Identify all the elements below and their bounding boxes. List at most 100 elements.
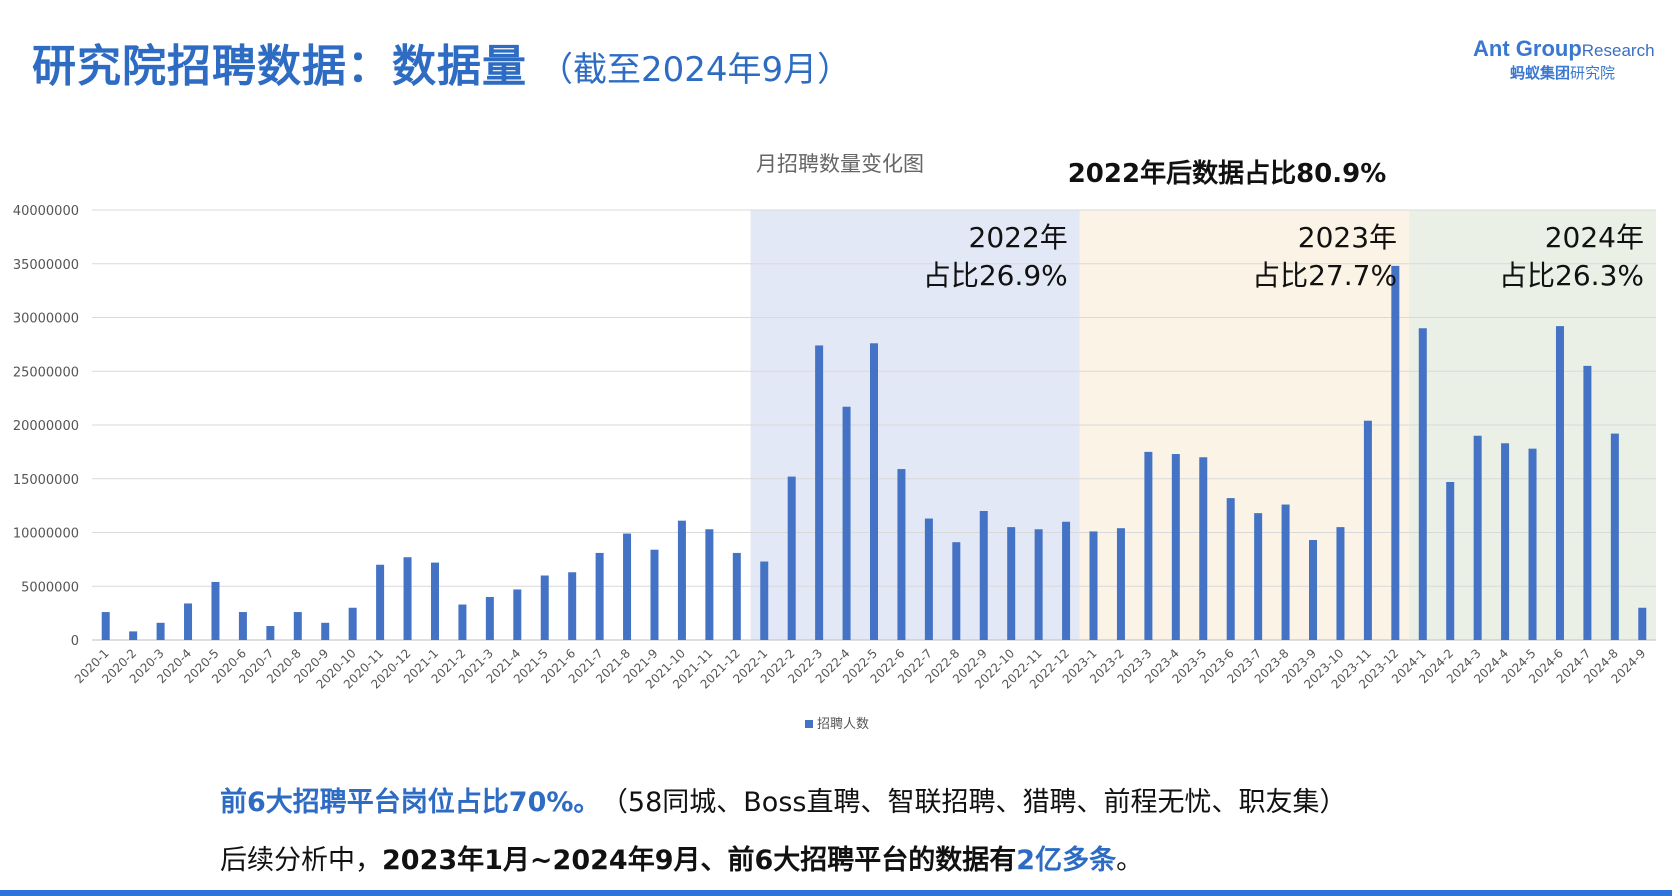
bar-2023-8 xyxy=(1281,504,1290,640)
y-tick-label: 40000000 xyxy=(13,204,79,219)
logo-cn-rest: 研究院 xyxy=(1570,64,1616,82)
bar-2022-10 xyxy=(1007,527,1016,640)
share-annotation: 2022年后数据占比80.9% xyxy=(1068,158,1387,189)
bar-2021-12 xyxy=(732,552,741,640)
y-tick-label: 35000000 xyxy=(13,258,79,273)
bar-2021-7 xyxy=(595,552,604,640)
x-axis: 2020-12020-22020-32020-42020-52020-62020… xyxy=(72,646,1649,691)
bar-2020-1 xyxy=(101,612,110,640)
bar-2023-6 xyxy=(1226,498,1235,640)
footer-highlight-2: 2亿多条 xyxy=(1016,845,1117,876)
legend-swatch xyxy=(805,720,813,728)
legend: 招聘人数 xyxy=(805,717,869,732)
footer-platforms: （58同城、Boss直聘、智联招聘、猎聘、前程无忧、职友集） xyxy=(614,787,1347,818)
bar-2020-10 xyxy=(348,607,357,640)
bar-2020-4 xyxy=(184,603,193,640)
bar-2023-12 xyxy=(1391,265,1400,640)
bar-2021-11 xyxy=(705,529,714,640)
bar-2023-4 xyxy=(1171,454,1180,640)
bar-2021-1 xyxy=(430,562,439,640)
bar-2020-8 xyxy=(293,612,302,640)
footer-line-2: 后续分析中，2023年1月~2024年9月、前6大招聘平台的数据有2亿多条。 xyxy=(220,838,1143,877)
y-tick-label: 25000000 xyxy=(13,365,79,380)
bar-2022-1 xyxy=(760,561,769,640)
bar-2022-4 xyxy=(842,406,851,640)
bar-2020-9 xyxy=(321,622,330,640)
bar-2021-5 xyxy=(540,575,549,640)
band-share-label: 占比27.7% xyxy=(1252,259,1397,292)
bars xyxy=(101,265,1647,640)
y-tick-label: 10000000 xyxy=(13,527,79,542)
bar-2020-2 xyxy=(129,631,138,640)
bar-2021-9 xyxy=(650,549,659,640)
bar-2021-10 xyxy=(677,520,686,640)
footer-end: 。 xyxy=(1116,845,1144,876)
bar-2022-2 xyxy=(787,476,796,640)
bar-2023-2 xyxy=(1116,528,1125,640)
bar-2024-2 xyxy=(1446,481,1455,640)
bar-2023-1 xyxy=(1089,531,1098,640)
bar-2020-6 xyxy=(238,612,247,640)
bar-2022-9 xyxy=(979,511,988,640)
bar-2024-8 xyxy=(1610,433,1619,640)
bar-2024-4 xyxy=(1501,443,1510,640)
bar-2021-3 xyxy=(485,597,494,640)
footer-bold: 2023年1月~2024年9月、前6大招聘平台的数据有 xyxy=(382,845,1017,876)
band-year-label: 2023年 xyxy=(1298,221,1397,254)
logo-cn-bold: 蚂蚁集团 xyxy=(1510,64,1571,82)
bar-2023-10 xyxy=(1336,527,1345,640)
band-share-label: 占比26.9% xyxy=(923,259,1068,292)
legend-label: 招聘人数 xyxy=(817,717,869,732)
bar-2024-9 xyxy=(1638,607,1647,640)
page-title: 研究院招聘数据：数据量 （截至2024年9月） xyxy=(32,30,851,94)
bar-2022-6 xyxy=(897,469,906,640)
bar-2023-7 xyxy=(1254,513,1263,640)
bar-2020-3 xyxy=(156,622,165,640)
footer-prefix: 后续分析中， xyxy=(220,845,382,876)
bar-2020-11 xyxy=(376,564,385,640)
bar-2023-3 xyxy=(1144,451,1153,640)
logo-research: Research xyxy=(1581,41,1655,60)
bar-2022-5 xyxy=(870,343,878,640)
bar-2022-7 xyxy=(924,518,933,640)
y-tick-label: 0 xyxy=(71,634,79,649)
chart-title: 月招聘数量变化图 xyxy=(756,152,924,176)
bar-2022-8 xyxy=(952,542,961,640)
footer-line-1: 前6大招聘平台岗位占比70%。 （58同城、Boss直聘、智联招聘、猎聘、前程无忧… xyxy=(220,780,1346,819)
band-year-label: 2022年 xyxy=(969,221,1068,254)
bar-2022-11 xyxy=(1034,529,1043,640)
bar-2024-1 xyxy=(1418,328,1427,640)
bar-2021-4 xyxy=(513,589,522,640)
bar-2020-12 xyxy=(403,557,412,640)
page-title-sub: （截至2024年9月） xyxy=(539,50,852,90)
bar-2024-7 xyxy=(1583,365,1592,640)
bar-2023-9 xyxy=(1309,540,1318,640)
y-axis: 0 5000000 10000000 15000000 20000000 25000000… xyxy=(13,204,79,649)
bar-2024-5 xyxy=(1528,448,1537,640)
logo: Ant GroupResearch xyxy=(1473,36,1655,62)
bar-2021-2 xyxy=(458,604,467,640)
bar-2020-5 xyxy=(211,581,220,640)
page-title-main: 研究院招聘数据：数据量 xyxy=(32,41,527,92)
bar-2021-8 xyxy=(623,533,632,640)
y-tick-label: 15000000 xyxy=(13,473,79,488)
band-share-label: 占比26.3% xyxy=(1499,259,1644,292)
bar-2023-5 xyxy=(1199,457,1208,640)
band-year-label: 2024年 xyxy=(1545,221,1644,254)
bar-2021-6 xyxy=(568,572,577,640)
bar-2023-11 xyxy=(1363,420,1372,640)
logo-cn: 蚂蚁集团研究院 xyxy=(1510,62,1615,83)
bar-2024-3 xyxy=(1473,435,1482,640)
logo-brand: Ant Group xyxy=(1473,36,1582,61)
bar-2022-12 xyxy=(1062,521,1071,640)
y-tick-label: 20000000 xyxy=(13,419,79,434)
bar-2024-6 xyxy=(1555,326,1564,640)
footer-highlight-1: 前6大招聘平台岗位占比70%。 xyxy=(220,787,601,818)
bar-2022-3 xyxy=(815,345,824,640)
bar-chart: 0 5000000 10000000 15000000 20000000 25000000… xyxy=(13,152,1656,732)
y-tick-label: 30000000 xyxy=(13,312,79,327)
y-tick-label: 5000000 xyxy=(21,580,79,595)
bottom-accent-bar xyxy=(0,890,1672,896)
bar-2020-7 xyxy=(266,626,275,640)
